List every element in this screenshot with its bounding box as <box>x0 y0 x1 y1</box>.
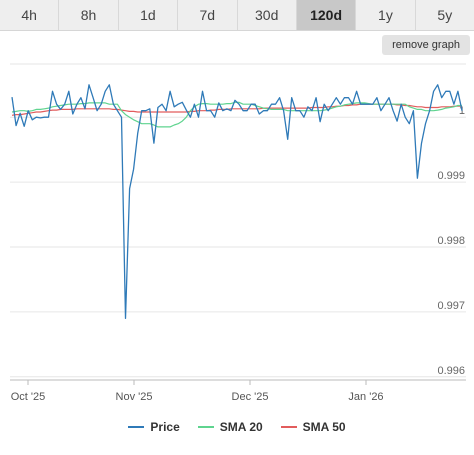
legend-label-sma50: SMA 50 <box>302 420 346 434</box>
x-tick-label: Jan '26 <box>348 391 383 403</box>
x-axis-ticks: Oct '25 Nov '25 Dec '25 Jan '26 <box>11 380 384 403</box>
legend-item-sma20[interactable]: SMA 20 <box>197 420 263 434</box>
legend-item-price[interactable]: Price <box>128 420 180 434</box>
y-tick-label: 0.998 <box>437 235 465 247</box>
tab-1d[interactable]: 1d <box>119 0 179 30</box>
y-tick-label: 1 <box>459 105 465 117</box>
x-tick-label: Oct '25 <box>11 391 46 403</box>
grid-lines <box>10 63 466 381</box>
y-tick-label: 0.996 <box>437 365 465 377</box>
price-chart: 1 0.999 0.998 0.997 0.996 Oct '25 Nov '25 Dec … <box>10 63 466 403</box>
legend-label-price: Price <box>150 420 180 434</box>
x-tick-label: Nov '25 <box>116 391 153 403</box>
series-line-price <box>11 84 463 320</box>
tab-7d[interactable]: 7d <box>178 0 238 30</box>
y-tick-label: 0.997 <box>437 300 465 312</box>
series-lines <box>11 84 463 320</box>
tab-1y[interactable]: 1y <box>356 0 416 30</box>
remove-graph-button[interactable]: remove graph <box>382 35 470 55</box>
legend-swatch-price <box>128 426 145 428</box>
legend-item-sma50[interactable]: SMA 50 <box>280 420 346 434</box>
legend-label-sma20: SMA 20 <box>219 420 263 434</box>
legend-swatch-sma50 <box>280 426 297 428</box>
tab-4h[interactable]: 4h <box>0 0 60 30</box>
tab-5y[interactable]: 5y <box>437 7 453 23</box>
legend-swatch-sma20 <box>197 426 214 428</box>
x-tick-label: Dec '25 <box>232 391 269 403</box>
chart-legend: Price SMA 20 SMA 50 <box>0 420 474 434</box>
tab-120d[interactable]: 120d <box>296 0 357 30</box>
tab-8h[interactable]: 8h <box>59 0 119 30</box>
timeframe-tabs: 4h 8h 1d 7d 30d 120d 1y 5y <box>0 0 474 31</box>
tab-30d[interactable]: 30d <box>238 0 297 30</box>
y-axis-ticks: 1 0.999 0.998 0.997 0.996 <box>437 105 465 377</box>
y-tick-label: 0.999 <box>437 170 465 182</box>
